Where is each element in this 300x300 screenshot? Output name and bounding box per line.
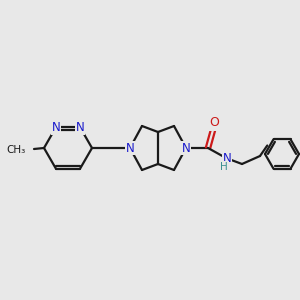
Text: N: N xyxy=(223,152,231,166)
Text: N: N xyxy=(52,121,60,134)
Text: O: O xyxy=(209,116,219,130)
Text: CH₃: CH₃ xyxy=(7,145,26,155)
Text: N: N xyxy=(76,121,84,134)
Text: H: H xyxy=(220,162,228,172)
Text: N: N xyxy=(182,142,190,154)
Text: N: N xyxy=(126,142,134,154)
